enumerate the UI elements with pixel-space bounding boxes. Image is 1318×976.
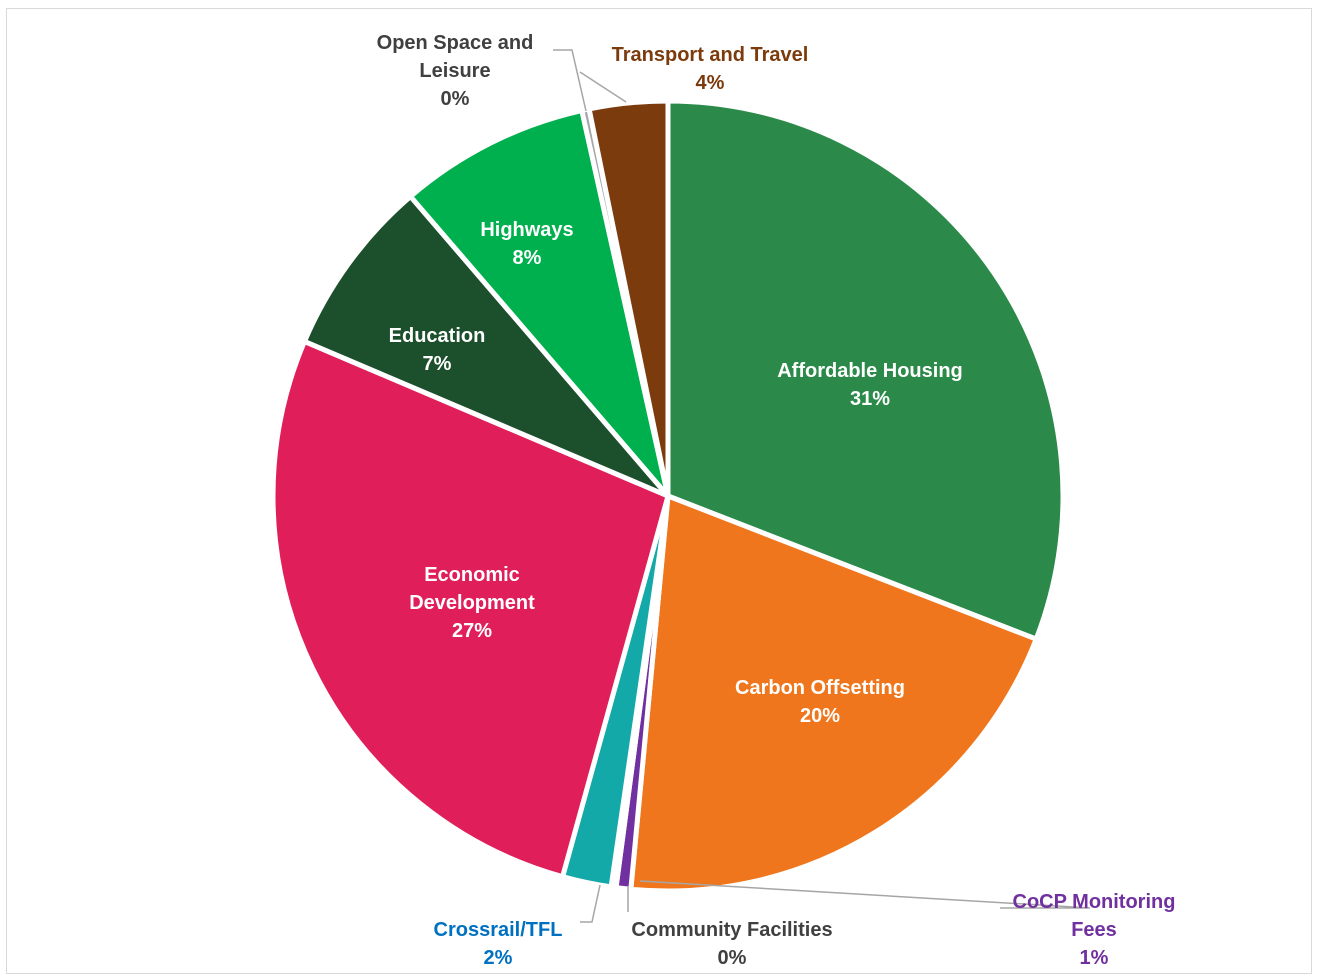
- leader-line-crossrail-tfl: [580, 884, 601, 923]
- data-label-percent-highways: 8%: [513, 247, 542, 269]
- data-label-name-economic-development: Development: [409, 592, 535, 614]
- data-label-percent-cocp-monitoring-fees: 1%: [1080, 947, 1109, 969]
- pie-slice-affordable-housing: [665, 98, 1066, 642]
- data-label-name-affordable-housing: Affordable Housing: [777, 360, 963, 382]
- data-label-name-cocp-monitoring-fees: Fees: [1071, 919, 1117, 941]
- pie-slices: [270, 98, 1066, 894]
- data-labels: Affordable Housing 31% Carbon Offsetting 20…: [377, 32, 1176, 969]
- data-label-name-transport-and-travel: Transport and Travel: [612, 44, 809, 66]
- data-label-percent-carbon-offsetting: 20%: [800, 705, 840, 727]
- data-label-name-open-space-and-leisure: Open Space and: [377, 32, 534, 54]
- data-label-percent-transport-and-travel: 4%: [696, 72, 725, 94]
- data-label-name-cocp-monitoring-fees: CoCP Monitoring: [1013, 891, 1176, 913]
- data-label-name-economic-development: Economic: [424, 564, 520, 586]
- pie-slice-highways: [408, 108, 671, 499]
- data-label-name-community-facilities: Community Facilities: [631, 919, 832, 941]
- leader-line-cocp-monitoring-fees: [639, 880, 1091, 909]
- data-label-percent-economic-development: 27%: [452, 620, 492, 642]
- data-label-name-education: Education: [389, 325, 486, 347]
- data-label-percent-crossrail-tfl: 2%: [484, 947, 513, 969]
- leader-line-transport-and-travel: [579, 71, 627, 103]
- data-label-name-open-space-and-leisure: Leisure: [419, 60, 490, 82]
- pie-slice-economic-development: [270, 338, 671, 880]
- data-label-percent-affordable-housing: 31%: [850, 388, 890, 410]
- data-label-percent-education: 7%: [423, 353, 452, 375]
- data-label-name-highways: Highways: [480, 219, 573, 241]
- data-label-name-carbon-offsetting: Carbon Offsetting: [735, 677, 905, 699]
- pie-slice-education: [302, 193, 671, 499]
- leader-line-open-space-and-leisure: [553, 49, 587, 112]
- data-label-percent-open-space-and-leisure: 0%: [441, 88, 470, 110]
- pie-slice-transport-and-travel: [586, 98, 671, 499]
- data-label-name-crossrail-tfl: Crossrail/TFL: [434, 919, 563, 941]
- data-label-percent-community-facilities: 0%: [718, 947, 747, 969]
- pie-slice-carbon-offsetting: [628, 493, 1039, 894]
